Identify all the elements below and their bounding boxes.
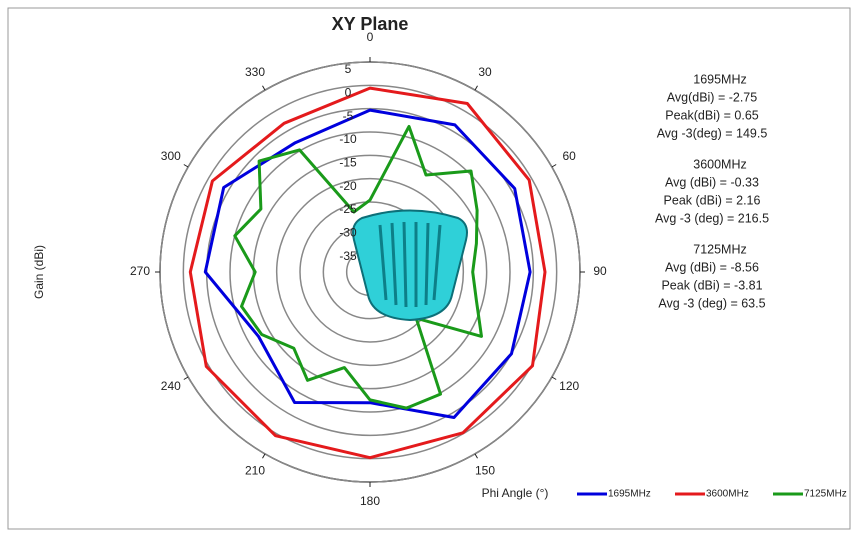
theta-tick bbox=[551, 376, 557, 380]
theta-tick bbox=[551, 164, 557, 168]
series-curve bbox=[233, 124, 483, 410]
annotation-line: Avg -3(deg) = 149.5 bbox=[657, 126, 768, 140]
grid-ring bbox=[252, 154, 488, 390]
theta-tick-label: 240 bbox=[161, 379, 181, 393]
theta-tick-label: 30 bbox=[478, 65, 492, 79]
annotation-heading: 1695MHz bbox=[693, 72, 747, 86]
theta-tick bbox=[183, 376, 189, 380]
legend-label: 1695MHz bbox=[608, 489, 651, 500]
theta-tick-label: 210 bbox=[245, 463, 265, 477]
annotation-heading: 3600MHz bbox=[693, 157, 747, 171]
annotation-line: Peak (dBi) = 2.16 bbox=[664, 193, 761, 207]
annotation-line: Peak (dBi) = -3.81 bbox=[661, 278, 762, 292]
r-tick-label: -5 bbox=[343, 109, 354, 123]
theta-tick-label: 300 bbox=[161, 149, 181, 163]
theta-tick bbox=[262, 453, 266, 459]
grid-ring bbox=[229, 131, 511, 413]
r-tick-label: -15 bbox=[339, 156, 357, 170]
theta-tick-label: 0 bbox=[367, 30, 374, 44]
antenna-icon bbox=[352, 209, 468, 322]
annotation-line: Peak(dBi) = 0.65 bbox=[665, 108, 759, 122]
theta-tick-label: 270 bbox=[130, 264, 150, 278]
r-tick-label: -20 bbox=[339, 179, 357, 193]
theta-tick bbox=[262, 85, 266, 91]
legend-label: 3600MHz bbox=[706, 489, 749, 500]
theta-tick-label: 330 bbox=[245, 65, 265, 79]
r-tick-label: 0 bbox=[345, 86, 352, 100]
chart-border bbox=[7, 7, 851, 530]
r-tick-label: -10 bbox=[339, 132, 357, 146]
theta-tick-label: 60 bbox=[563, 149, 577, 163]
annotation-line: Avg (dBi) = -8.56 bbox=[665, 260, 759, 274]
r-axis-label: Gain (dBi) bbox=[32, 245, 46, 299]
theta-axis-label: Phi Angle (°) bbox=[482, 486, 549, 500]
annotation-line: Avg (dBi) = -0.33 bbox=[665, 175, 759, 189]
legend-label: 7125MHz bbox=[804, 489, 847, 500]
grid-ring bbox=[275, 177, 465, 367]
chart-title: XY Plane bbox=[332, 14, 409, 34]
series-curve bbox=[188, 86, 547, 460]
theta-tick bbox=[183, 164, 189, 168]
theta-tick-label: 90 bbox=[593, 264, 607, 278]
annotation-line: Avg -3 (deg) = 216.5 bbox=[655, 211, 769, 225]
series-curve bbox=[203, 108, 532, 419]
annotation-line: Avg(dBi) = -2.75 bbox=[667, 90, 757, 104]
r-tick-label: -35 bbox=[339, 249, 357, 263]
r-tick-label: -25 bbox=[339, 202, 357, 216]
r-tick-label: -30 bbox=[339, 226, 357, 240]
legend: 1695MHz 3600MHz 7125MHz bbox=[577, 489, 847, 500]
r-tick-label: 5 bbox=[345, 62, 352, 76]
annotation-line: Avg -3 (deg) = 63.5 bbox=[658, 296, 765, 310]
annotations: 1695MHz Avg(dBi) = -2.75 Peak(dBi) = 0.65 A… bbox=[655, 72, 769, 310]
theta-tick-label: 150 bbox=[475, 463, 495, 477]
annotation-heading: 7125MHz bbox=[693, 242, 747, 256]
theta-tick bbox=[474, 85, 478, 91]
theta-tick bbox=[474, 453, 478, 459]
curves bbox=[188, 86, 547, 460]
theta-tick-label: 180 bbox=[360, 494, 380, 508]
tick-labels: -35 -30 -25 -20 -15 -10 -5 0 5 0 30 60 90 120 150 180 21… bbox=[130, 30, 607, 508]
theta-tick-label: 120 bbox=[559, 379, 579, 393]
